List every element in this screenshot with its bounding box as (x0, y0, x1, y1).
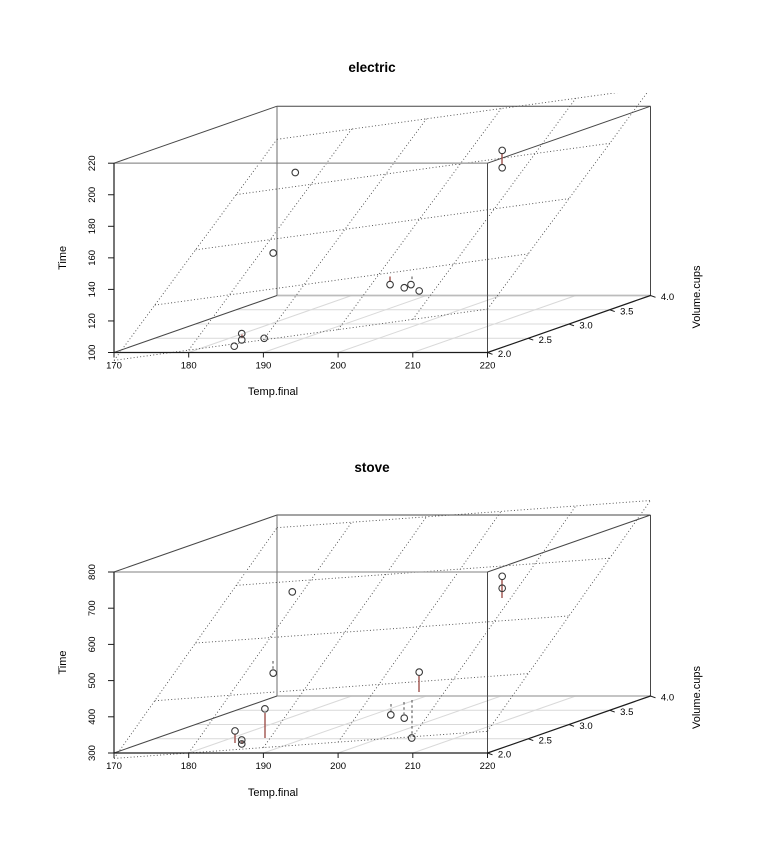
y-tick-label: 140 (87, 281, 98, 297)
z-tick-label: 2.5 (539, 335, 552, 346)
x-tick-label: 200 (330, 361, 346, 372)
labels: stove Temp.final Time Volume.cups (57, 460, 703, 799)
data-point (269, 669, 278, 677)
box-edges (113, 514, 651, 754)
data-point (260, 334, 268, 343)
data-point (291, 168, 300, 177)
x-tick-label: 200 (330, 761, 346, 772)
x-tick-label: 190 (255, 361, 271, 372)
floor-grid (154, 294, 651, 353)
y-tick-label: 700 (87, 600, 98, 616)
residual-lines (234, 580, 503, 744)
data-point (230, 342, 239, 351)
data-point (400, 283, 409, 292)
y-axis-label: Time (57, 650, 69, 674)
data-point (415, 287, 424, 295)
y-tick-label: 120 (87, 313, 98, 329)
x-tick-label: 220 (480, 361, 496, 372)
data-point (237, 336, 246, 344)
x-tick-label: 180 (181, 761, 197, 772)
z-axis-label: Volume.cups (691, 265, 703, 328)
box-edges (113, 105, 651, 354)
data-point (407, 280, 415, 289)
data-point (400, 714, 409, 722)
z-tick-label: 2.5 (539, 735, 552, 746)
y-tick-label: 600 (87, 636, 98, 652)
data-point (498, 584, 507, 593)
panel-stove: 170 180 190 200 210 220 300 400 500 600 700 800 2.0 2… (57, 460, 703, 799)
y-tick-label: 100 (87, 345, 98, 361)
z-tick-label: 3.0 (579, 721, 592, 732)
data-point (269, 249, 278, 257)
data-points (230, 146, 507, 351)
y-tick-label: 300 (87, 745, 98, 761)
data-point (288, 588, 297, 596)
y-tick-label: 800 (87, 564, 98, 580)
x-tick-label: 170 (106, 361, 122, 372)
panel-title: stove (354, 460, 390, 475)
x-tick-label: 210 (405, 761, 421, 772)
regression-plane-grid (113, 93, 648, 361)
x-tick-label: 190 (255, 761, 271, 772)
floor-grid (154, 695, 651, 754)
data-point (237, 736, 246, 744)
y-tick-label: 500 (87, 673, 98, 689)
axis-ticks: 170 180 190 200 210 2201001201401601802002202… (87, 155, 674, 371)
data-point (386, 711, 395, 719)
data-point (386, 280, 394, 289)
x-tick-label: 210 (405, 361, 421, 372)
labels: electric Temp.final Time Volume.cups (57, 60, 703, 398)
z-axis-label: Volume.cups (691, 666, 703, 729)
y-tick-label: 200 (87, 187, 98, 203)
y-tick-label: 220 (87, 155, 98, 171)
data-point (415, 668, 424, 676)
z-tick-label: 3.5 (620, 707, 633, 718)
y-tick-label: 160 (87, 250, 98, 266)
x-axis-label: Temp.final (248, 386, 298, 398)
x-tick-label: 220 (480, 761, 496, 772)
panel-title: electric (348, 60, 396, 75)
z-tick-label: 2.0 (498, 349, 511, 360)
data-point (498, 572, 507, 581)
axis-ticks: 170 180 190 200 210 220 300 400 500 600 700 800 2.0 2… (87, 564, 674, 772)
y-tick-label: 180 (87, 218, 98, 234)
data-point (407, 734, 416, 742)
y-axis-label: Time (57, 246, 69, 270)
x-axis-label: Temp.final (248, 787, 298, 799)
data-point (231, 727, 239, 735)
data-point (498, 146, 507, 155)
residual-lines (241, 153, 503, 338)
z-tick-label: 4.0 (661, 693, 674, 704)
z-tick-label: 3.5 (620, 306, 633, 317)
z-tick-label: 4.0 (661, 292, 674, 303)
data-points (231, 572, 507, 748)
data-point (237, 740, 246, 748)
data-point (498, 163, 507, 172)
z-tick-label: 2.0 (498, 750, 511, 761)
y-tick-label: 400 (87, 709, 98, 725)
x-tick-label: 180 (181, 361, 197, 372)
z-tick-label: 3.0 (579, 321, 592, 332)
panel-electric: 170 180 190 200 210 2201001201401601802002202… (57, 60, 703, 398)
data-point (261, 704, 269, 713)
regression-plane-grid (113, 500, 651, 759)
x-tick-label: 170 (106, 761, 122, 772)
